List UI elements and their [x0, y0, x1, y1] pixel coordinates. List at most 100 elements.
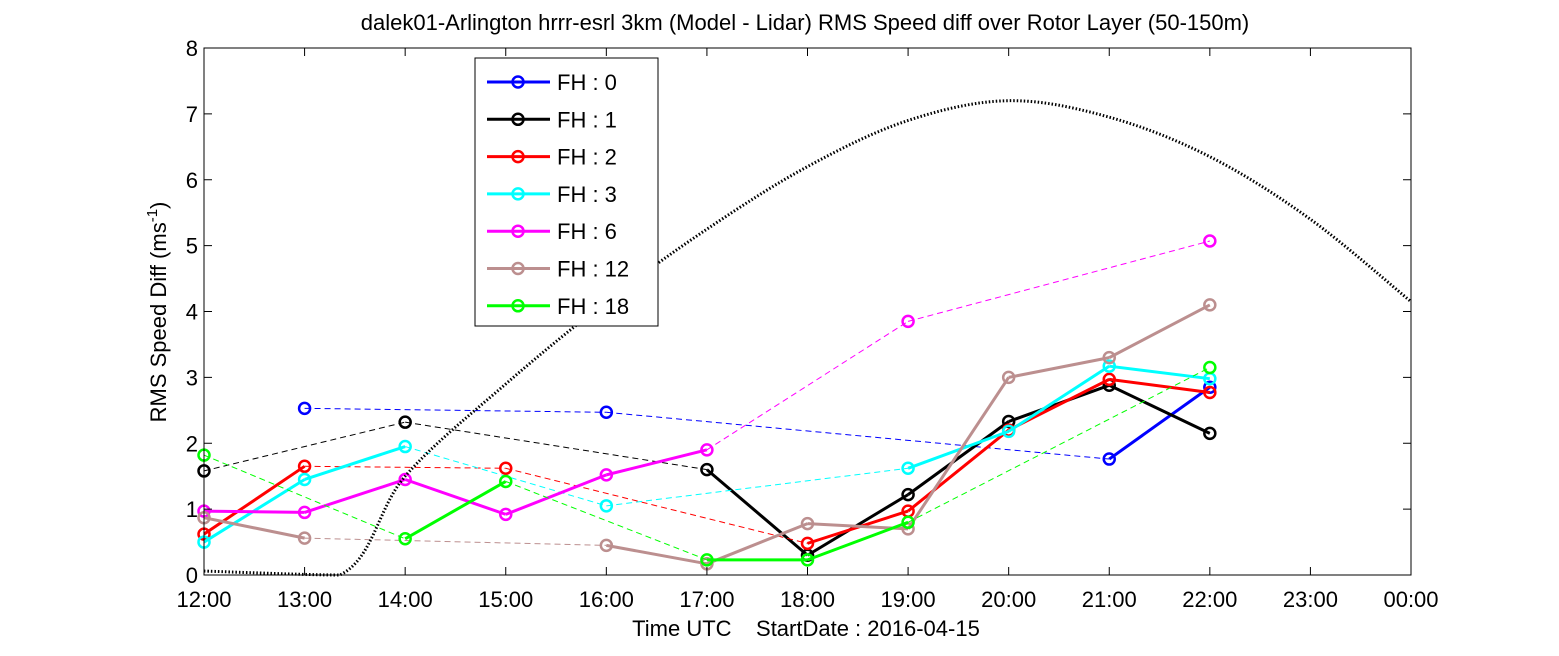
- x-axis: 12:00 13:00 14:00 15:00 16:00 17:00 18:00 19:00…: [176, 48, 1439, 612]
- data-point: [599, 468, 614, 482]
- series-segment-dashed: [606, 467, 909, 507]
- reference-curve-layer: [203, 99, 1412, 577]
- x-tick-label: 16:00: [579, 587, 634, 612]
- series-segment: [1109, 364, 1211, 381]
- data-point: [398, 415, 412, 429]
- legend-label: FH : 3: [557, 182, 617, 207]
- y-tick-label: 7: [186, 102, 198, 127]
- data-point: [499, 461, 513, 476]
- legend-label: FH : 12: [557, 257, 629, 282]
- y-axis: 0 1 2 3 4 5 6 7 8: [186, 36, 1411, 588]
- legend-marker: [511, 75, 525, 89]
- series-segment: [1108, 303, 1211, 359]
- x-tick-label: 15:00: [478, 587, 533, 612]
- series-segment: [404, 480, 507, 541]
- y-tick-label: 5: [186, 234, 198, 259]
- legend-marker: [511, 112, 525, 127]
- legend-marker: [511, 224, 525, 238]
- data-point: [398, 439, 412, 454]
- y-tick-label: 8: [186, 36, 198, 61]
- series-segment: [1008, 356, 1110, 379]
- data-point: [297, 472, 312, 487]
- y-tick-label: 0: [186, 563, 198, 588]
- data-point: [1203, 385, 1217, 400]
- y-axis-label-superscript: -1: [144, 209, 161, 222]
- data-point: [1203, 360, 1217, 375]
- series-segment-dashed: [907, 240, 1210, 322]
- series-segment: [1108, 386, 1211, 461]
- data-point: [1203, 298, 1217, 312]
- data-point: [599, 499, 614, 513]
- data-point: [599, 538, 614, 553]
- x-tick-label: 12:00: [176, 587, 231, 612]
- series-segment-dashed: [505, 480, 708, 561]
- data-point: [297, 505, 312, 520]
- legend-box: [474, 57, 659, 327]
- y-tick-label: 6: [186, 168, 198, 193]
- y-axis-label-main: RMS Speed Diff (ms: [146, 222, 171, 422]
- data-point: [901, 461, 915, 476]
- legend-label: FH : 18: [557, 294, 629, 319]
- data-point: [1203, 380, 1217, 395]
- legend-marker: [511, 187, 525, 201]
- series-segment: [706, 522, 809, 566]
- series-segment: [907, 429, 1010, 470]
- y-axis-label: RMS Speed Diff (ms-1): [144, 202, 171, 423]
- data-point: [599, 405, 614, 420]
- series-segment: [203, 509, 305, 514]
- series-segment-dashed: [203, 421, 406, 472]
- x-tick-label: 17:00: [679, 587, 734, 612]
- x-tick-label: 21:00: [1082, 587, 1137, 612]
- series-segment-dashed: [304, 537, 607, 546]
- series-segment-dashed: [203, 454, 406, 540]
- series-segment: [606, 543, 708, 566]
- data-point: [297, 459, 312, 474]
- series-segment: [906, 376, 1010, 530]
- data-point: [700, 553, 714, 567]
- legend-marker: [511, 149, 525, 164]
- series-group: [197, 298, 1217, 571]
- x-tick-label: 00:00: [1383, 587, 1438, 612]
- data-point: [700, 462, 714, 477]
- series-segment: [1109, 377, 1211, 395]
- legend-label: FH : 0: [557, 70, 617, 95]
- series-segment: [203, 516, 305, 540]
- series-layer: [197, 234, 1217, 571]
- series-segment: [304, 478, 406, 514]
- series-segment: [806, 520, 909, 562]
- data-point: [398, 532, 412, 546]
- series-segment-dashed: [907, 367, 1211, 523]
- y-tick-label: 2: [186, 431, 198, 456]
- series-segment-dashed: [304, 407, 607, 413]
- data-point: [800, 516, 815, 531]
- data-point: [398, 472, 412, 487]
- legend: FH : 0 FH : 1 FH : 2 FH : 3 FH : 6 FH : 12 FH …: [474, 57, 659, 327]
- data-point: [1102, 372, 1116, 387]
- series-segment: [605, 448, 708, 477]
- data-point: [1102, 452, 1116, 466]
- x-tick-label: 19:00: [881, 587, 936, 612]
- series-segment-dashed: [606, 411, 1110, 460]
- data-point: [800, 553, 815, 567]
- x-tick-label: 14:00: [378, 587, 433, 612]
- data-point: [901, 515, 915, 530]
- x-tick-label: 22:00: [1182, 587, 1237, 612]
- series-group: [197, 378, 1217, 562]
- chart-title: dalek01-Arlington hrrr-esrl 3km (Model -…: [361, 10, 1250, 35]
- legend-label: FH : 2: [557, 145, 617, 170]
- data-point: [499, 507, 513, 522]
- y-tick-label: 3: [186, 365, 198, 390]
- data-point: [901, 487, 915, 502]
- legend-label: FH : 1: [557, 107, 617, 132]
- x-axis-label: Time UTC StartDate : 2016-04-15: [632, 616, 980, 641]
- data-point: [1001, 370, 1016, 385]
- data-point: [499, 474, 513, 489]
- plot-frame: [203, 47, 1412, 576]
- series-segment: [907, 428, 1010, 513]
- data-point: [297, 531, 312, 545]
- series-group: [197, 234, 1217, 522]
- series-segment: [404, 478, 507, 516]
- data-point: [1102, 359, 1116, 373]
- data-point: [700, 443, 714, 457]
